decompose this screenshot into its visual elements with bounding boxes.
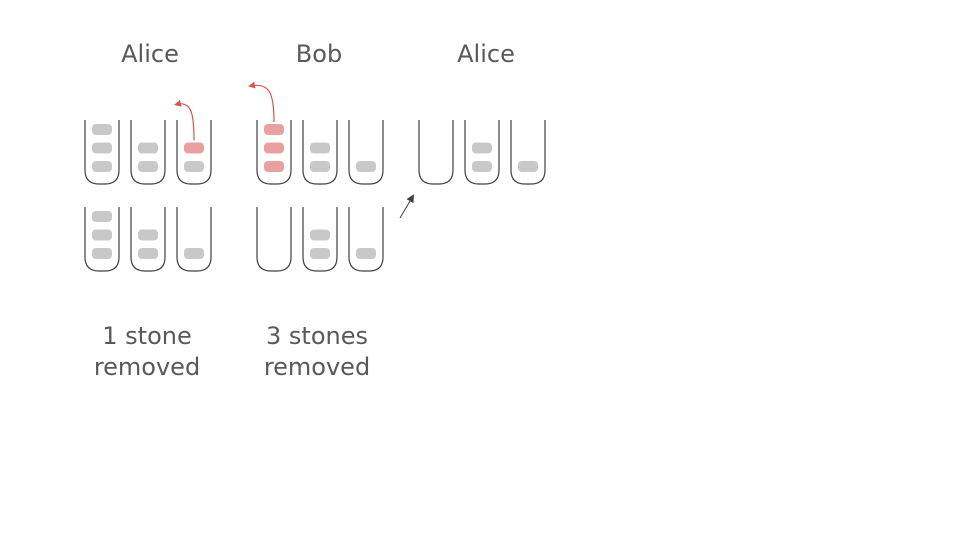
player-label-3: Alice xyxy=(457,40,515,68)
stone xyxy=(472,161,492,172)
heap-1-before-3 xyxy=(176,120,212,185)
heap-1-before-2-outline xyxy=(130,120,166,185)
stone xyxy=(92,161,112,172)
heap-2-before-3 xyxy=(348,120,384,185)
stone xyxy=(310,142,330,154)
heap-1-before-1-outline xyxy=(84,120,120,185)
stone xyxy=(310,248,330,259)
stone xyxy=(138,248,158,259)
heap-1-after-1-outline xyxy=(84,207,120,272)
move-caption-1: 1 stone removed xyxy=(57,321,237,383)
stone xyxy=(356,248,376,259)
stone xyxy=(356,161,376,172)
stone xyxy=(184,248,204,259)
heap-2-after-2 xyxy=(302,207,338,272)
move-caption-2: 3 stones removed xyxy=(227,321,407,383)
move-arrow-2 xyxy=(248,81,275,123)
stone xyxy=(92,229,112,241)
stone-removed xyxy=(184,142,204,154)
stone xyxy=(92,248,112,259)
stone-removed xyxy=(264,142,284,154)
heap-3-before-3-outline xyxy=(510,120,546,185)
move-caption-2-line-1: 3 stones xyxy=(266,322,368,350)
heap-1-after-2 xyxy=(130,207,166,272)
heap-3-before-1 xyxy=(418,120,454,185)
heap-2-after-3 xyxy=(348,207,384,272)
move-caption-2-line-2: removed xyxy=(263,353,371,381)
heap-1-before-2 xyxy=(130,120,166,185)
heap-2-before-1-outline xyxy=(256,120,292,185)
heap-1-after-1 xyxy=(84,207,120,272)
heap-2-before-3-outline xyxy=(348,120,384,185)
heap-1-before-3-outline xyxy=(176,120,212,185)
heap-1-after-3 xyxy=(176,207,212,272)
heap-3-before-2-outline xyxy=(464,120,500,185)
heap-3-before-1-outline xyxy=(418,120,454,185)
stone xyxy=(92,142,112,154)
move-caption-1-line-2: removed xyxy=(93,353,201,381)
stone xyxy=(472,142,492,154)
heap-3-before-3 xyxy=(510,120,546,185)
heap-1-before-1 xyxy=(84,120,120,185)
stone xyxy=(310,229,330,241)
heap-1-after-3-outline xyxy=(176,207,212,272)
move-caption-1-line-1: 1 stone xyxy=(102,322,192,350)
heap-2-after-1-outline xyxy=(256,207,292,272)
move-arrow-1 xyxy=(174,99,195,141)
player-label-1: Alice xyxy=(121,40,179,68)
stone xyxy=(92,124,112,135)
stone-removed xyxy=(264,161,284,172)
heap-2-before-2-outline xyxy=(302,120,338,185)
stone xyxy=(518,161,538,172)
stone xyxy=(92,211,112,222)
heap-2-after-3-outline xyxy=(348,207,384,272)
heap-2-before-2 xyxy=(302,120,338,185)
player-label-2: Bob xyxy=(295,40,343,68)
heap-1-after-2-outline xyxy=(130,207,166,272)
stone xyxy=(138,142,158,154)
stone-removed xyxy=(264,124,284,135)
heap-3-before-2 xyxy=(464,120,500,185)
heap-2-after-2-outline xyxy=(302,207,338,272)
heap-2-after-1 xyxy=(256,207,292,272)
stone xyxy=(138,229,158,241)
heap-2-before-1 xyxy=(256,120,292,185)
stone xyxy=(184,161,204,172)
transition-arrow xyxy=(399,194,415,219)
stone xyxy=(310,161,330,172)
stone xyxy=(138,161,158,172)
